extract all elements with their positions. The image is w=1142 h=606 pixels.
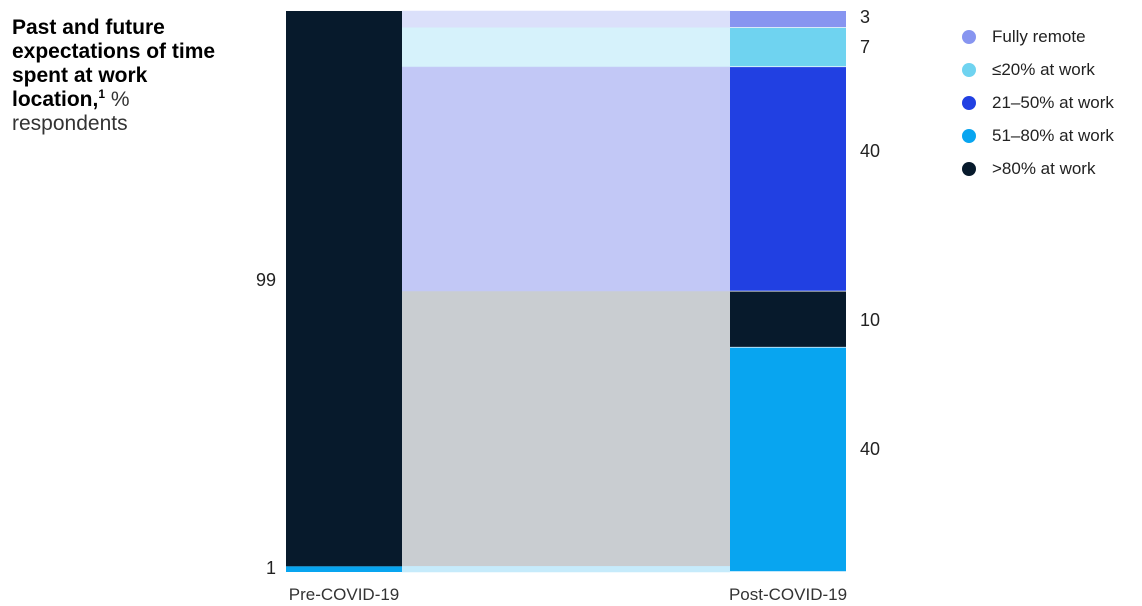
flow-gt80-at-work-to-le20-at-work — [401, 27, 731, 68]
footnote-marker: 1 — [98, 87, 106, 101]
legend-label: 21–50% at work — [992, 93, 1114, 112]
chart-legend: Fully remote ≤20% at work 21–50% at work 51… — [962, 26, 1114, 191]
post-value-label-fully-remote: 3 — [860, 7, 870, 27]
flow-gt80-at-work-to-gt80-at-work — [401, 291, 731, 348]
legend-label: 51–80% at work — [992, 126, 1114, 145]
post-bar-segment-gt80-at-work — [730, 291, 846, 348]
flow-51-80-at-work-to-51-80-at-work — [401, 566, 731, 573]
legend-label: >80% at work — [992, 159, 1096, 178]
legend-item-le20-at-work: ≤20% at work — [962, 59, 1114, 81]
legend-swatch-icon — [962, 96, 976, 110]
pre-value-label-gt80-at-work: 99 — [256, 270, 276, 290]
pre-bar-segment-gt80-at-work — [286, 11, 402, 567]
chart-title-block: Past and future expectations of time spe… — [12, 16, 222, 136]
flow-bands — [401, 10, 731, 573]
legend-swatch-icon — [962, 30, 976, 44]
stage-label-post-covid: Post-COVID-19 — [729, 585, 847, 604]
chart-subtitle: respondents — [12, 112, 128, 135]
legend-item-fully-remote: Fully remote — [962, 26, 1114, 48]
post-bar-segment-51-80-at-work — [730, 347, 846, 572]
pre-stacked-bar — [286, 11, 402, 572]
post-value-label-gt80-at-work: 10 — [860, 310, 880, 330]
legend-label: ≤20% at work — [992, 60, 1095, 79]
post-value-label-21-50-at-work: 40 — [860, 141, 880, 161]
pre-bar-segment-51-80-at-work — [286, 566, 402, 572]
post-bar-segment-fully-remote — [730, 11, 846, 28]
chart-unit: % — [110, 88, 130, 111]
legend-swatch-icon — [962, 129, 976, 143]
legend-label: Fully remote — [992, 27, 1086, 46]
post-value-label-51-80-at-work: 40 — [860, 439, 880, 459]
flow-gt80-at-work-to-21-50-at-work — [401, 66, 731, 292]
post-bar-segment-21-50-at-work — [730, 67, 846, 292]
legend-item-gt80-at-work: >80% at work — [962, 158, 1114, 180]
flow-gt80-at-work-to-fully-remote — [401, 10, 731, 29]
legend-item-21-50-at-work: 21–50% at work — [962, 92, 1114, 114]
flow-gt80-at-work-to-51-80-at-work — [401, 347, 731, 567]
chart-title: Past and future expectations of time spe… — [12, 16, 216, 111]
post-bar-segment-le20-at-work — [730, 27, 846, 68]
legend-swatch-icon — [962, 162, 976, 176]
post-value-label-le20-at-work: 7 — [860, 37, 870, 57]
pre-value-label-51-80-at-work: 1 — [266, 558, 276, 578]
legend-swatch-icon — [962, 63, 976, 77]
post-stacked-bar — [730, 11, 846, 573]
stage-label-pre-covid: Pre-COVID-19 — [289, 585, 400, 604]
legend-item-51-80-at-work: 51–80% at work — [962, 125, 1114, 147]
